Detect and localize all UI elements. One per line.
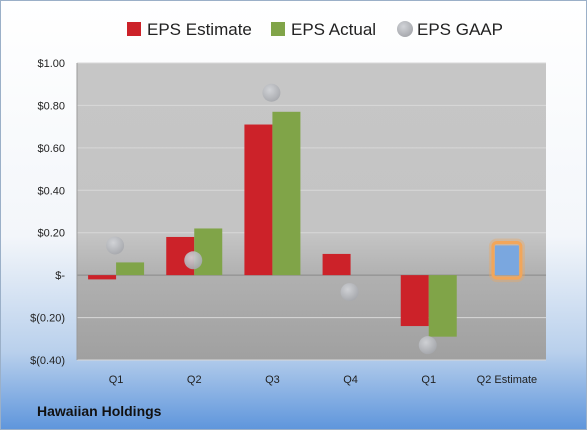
- eps-gaap-marker: [106, 236, 125, 255]
- legend-label: EPS Estimate: [147, 20, 252, 39]
- y-tick-label: $-: [55, 270, 65, 282]
- x-tick-label: Q2 Estimate: [477, 374, 538, 386]
- x-tick-label: Q4: [343, 374, 358, 386]
- x-tick-label: Q2: [187, 374, 202, 386]
- bars: [88, 111, 525, 337]
- eps-estimate-bar: [88, 275, 117, 280]
- eps-actual-bar: [272, 111, 301, 276]
- y-tick-label: $(0.40): [30, 355, 65, 367]
- eps-gaap-marker: [418, 336, 437, 355]
- y-tick-label: $0.40: [37, 185, 65, 197]
- gaap-markers: [106, 83, 437, 355]
- eps-actual-bar: [194, 228, 223, 276]
- eps-estimate-bar-q2: [494, 245, 519, 276]
- legend-label: EPS Actual: [291, 20, 376, 39]
- legend-swatch: [127, 22, 141, 36]
- estimate-highlight-outline: [491, 240, 523, 280]
- x-tick-label: Q3: [265, 374, 280, 386]
- eps-gaap-marker: [262, 83, 281, 102]
- gridlines: [76, 62, 546, 361]
- eps-estimate-bar: [244, 124, 273, 276]
- y-tick-label: $0.80: [37, 100, 65, 112]
- eps-estimate-bar: [322, 253, 351, 276]
- legend-swatch-gaap: [397, 21, 413, 37]
- eps-estimate-bar: [400, 275, 429, 327]
- eps-gaap-marker: [184, 251, 203, 270]
- eps-actual-bar: [428, 275, 457, 337]
- x-axis-ticks: Q1 Q2 Q3 Q4 Q1 Q2 Estimate: [109, 374, 537, 386]
- y-tick-label: $1.00: [37, 58, 65, 70]
- legend-swatch: [271, 22, 285, 36]
- y-tick-label: $(0.20): [30, 313, 65, 325]
- eps-actual-bar: [116, 262, 145, 276]
- eps-gaap-marker: [340, 283, 359, 302]
- company-name: Hawaiian Holdings: [37, 403, 162, 419]
- x-tick-label: Q1: [421, 374, 436, 386]
- legend-label: EPS GAAP: [417, 20, 503, 39]
- legend: EPS Estimate EPS Actual EPS GAAP: [127, 20, 503, 39]
- y-tick-label: $0.60: [37, 143, 65, 155]
- plot-area: [77, 63, 546, 360]
- x-tick-label: Q1: [109, 374, 124, 386]
- y-tick-label: $0.20: [37, 228, 65, 240]
- y-axis-ticks: $1.00 $0.80 $0.60 $0.40 $0.20 $- $(0.20) $(0.40…: [30, 58, 65, 367]
